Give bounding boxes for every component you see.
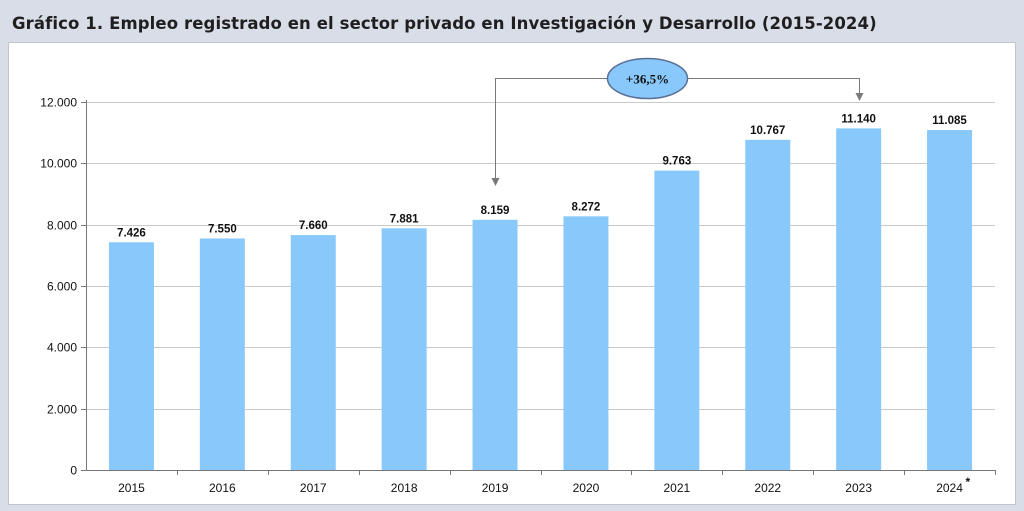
x-tick-label-2020: 2020 [573, 481, 600, 495]
y-tick-label: 10.000 [40, 157, 77, 171]
y-tick-label: 2.000 [47, 403, 77, 417]
x-tick-label-2017: 2017 [300, 481, 327, 495]
x-tick-label-2019: 2019 [482, 481, 509, 495]
data-label-2015: 7.426 [117, 227, 146, 239]
x-tick-label-2022: 2022 [754, 481, 781, 495]
annotation-bubble [606, 57, 689, 100]
bar-2020 [563, 216, 609, 470]
annotation-connector [495, 78, 860, 180]
data-label-2023: 11.140 [841, 113, 876, 125]
labels: 7.426 2015 7.550 2016 7.660 2017 7.881 2018 8.15… [117, 113, 970, 495]
bar-2016 [199, 238, 245, 470]
data-label-2016: 7.550 [208, 223, 237, 235]
x-tick-label-2023: 2023 [845, 481, 872, 495]
bar-2021 [654, 170, 700, 471]
annotation-arrowhead-start [491, 178, 500, 186]
bar-2024 [927, 130, 973, 470]
bar-2019 [472, 219, 518, 470]
y-tick-label: 0 [70, 464, 77, 478]
bar-2018 [381, 228, 427, 470]
y-tick-label: 12.000 [40, 96, 77, 110]
bar-2017 [290, 235, 336, 470]
axes: 0 2.000 4.000 6.000 8.000 10.000 12.000 [40, 96, 996, 478]
bar-2023 [836, 128, 882, 470]
data-label-2021: 9.763 [662, 156, 691, 168]
y-tick-label: 4.000 [47, 341, 77, 355]
data-label-2017: 7.660 [299, 220, 328, 232]
chart-title: Gráfico 1. Empleo registrado en el secto… [12, 14, 877, 33]
data-label-2019: 8.159 [481, 205, 510, 217]
x-tick-label-2024: 2024 [936, 481, 963, 495]
bar-2022 [745, 139, 791, 470]
y-tick-label: 8.000 [47, 219, 77, 233]
data-label-2024: 11.085 [932, 115, 967, 127]
x-tick-label-2018: 2018 [391, 481, 418, 495]
x-tick-footnote-mark: * [966, 475, 971, 489]
y-tick-label: 6.000 [47, 280, 77, 294]
growth-annotation: +36,5% [491, 57, 864, 186]
x-tick-label-2016: 2016 [209, 481, 236, 495]
bars [108, 128, 973, 471]
data-label-2018: 7.881 [390, 213, 419, 225]
data-label-2022: 10.767 [750, 125, 785, 137]
data-label-2020: 8.272 [572, 201, 601, 213]
bar-2015 [108, 242, 154, 470]
x-tick-label-2021: 2021 [663, 481, 690, 495]
x-tick-label-2015: 2015 [118, 481, 145, 495]
annotation-label: +36,5% [626, 72, 669, 87]
annotation-arrowhead-end [855, 93, 864, 101]
